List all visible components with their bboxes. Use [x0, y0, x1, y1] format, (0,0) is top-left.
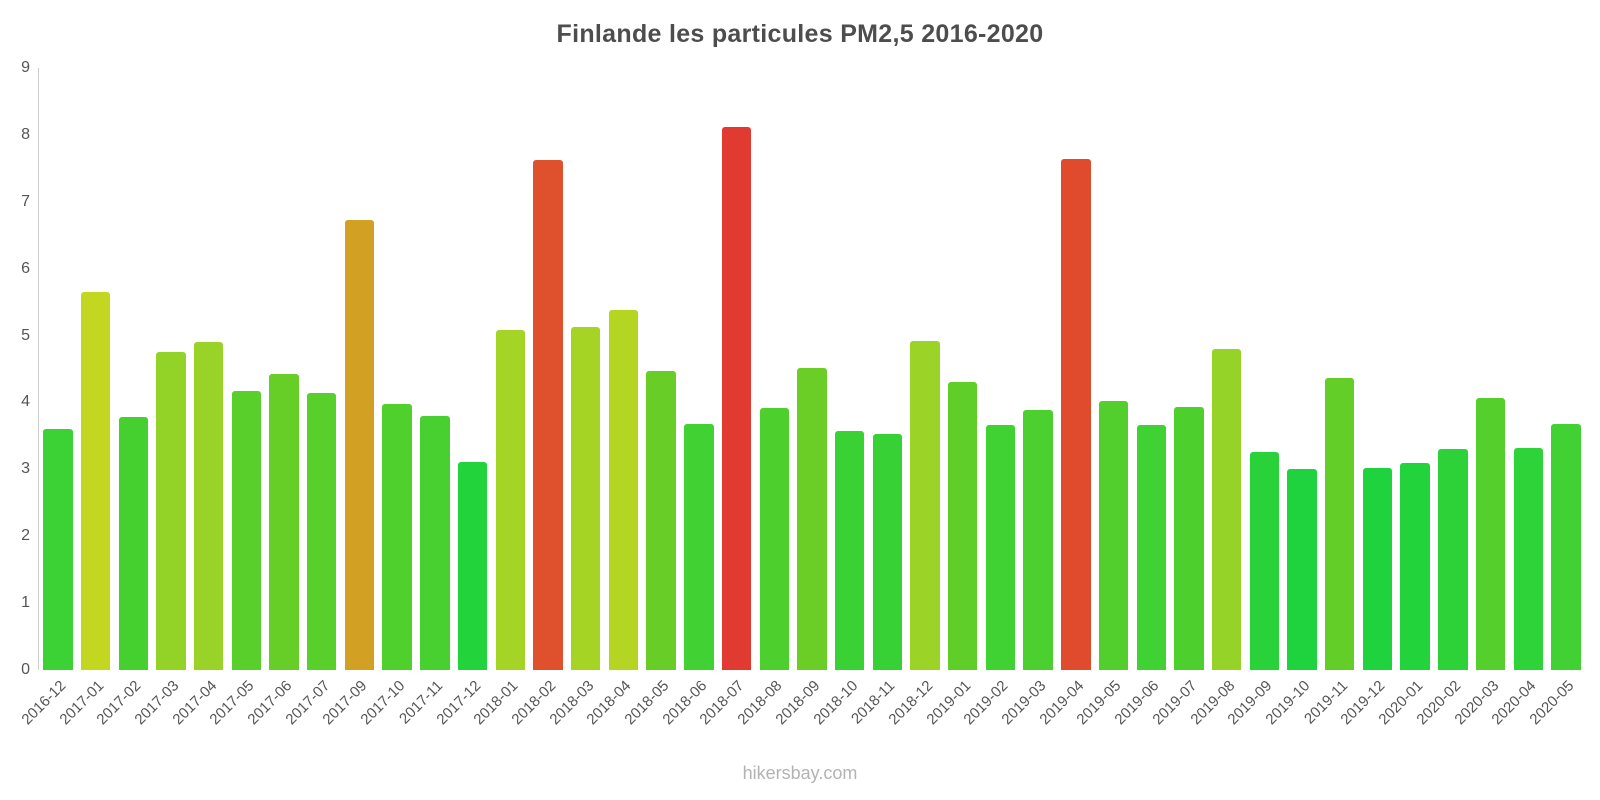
bar-slot: 2020-01 — [1376, 68, 1434, 728]
bar-2017-01[interactable] — [80, 292, 111, 670]
bar-2017-03[interactable] — [156, 352, 186, 670]
bar-2018-08[interactable] — [759, 407, 789, 670]
bar-2020-01[interactable] — [1400, 463, 1430, 670]
y-tick-label: 1 — [21, 594, 30, 612]
y-tick-label: 9 — [21, 59, 30, 76]
bar-slot: 2018-08 — [735, 68, 793, 728]
bar-slot: 2018-04 — [584, 68, 643, 728]
bar-2019-10[interactable] — [1287, 469, 1317, 670]
bar-slot: 2017-11 — [396, 68, 454, 727]
bar-2019-01[interactable] — [948, 382, 978, 670]
bar-slot: 2019-01 — [923, 68, 982, 728]
bar-2016-12[interactable] — [43, 429, 73, 670]
bar-2018-04[interactable] — [608, 310, 639, 670]
bar-slot: 2019-06 — [1112, 68, 1170, 728]
bars-area: 2016-12 2017-01 2017-02 2017-03 2017-04 2017-… — [18, 68, 1585, 728]
bar-2018-05[interactable] — [646, 371, 676, 670]
y-tick-label: 4 — [21, 393, 30, 411]
bar-slot: 2020-02 — [1413, 68, 1472, 728]
bar-slot: 2019-02 — [961, 68, 1020, 728]
bar-2018-03[interactable] — [570, 326, 601, 670]
bar-2018-01[interactable] — [495, 330, 525, 670]
bar-2018-11[interactable] — [872, 433, 903, 670]
bar-slot: 2019-05 — [1074, 68, 1133, 728]
bar-slot: 2018-05 — [621, 68, 680, 728]
bar-2017-04[interactable] — [193, 342, 224, 670]
bar-2019-05[interactable] — [1098, 401, 1129, 670]
bar-2017-02[interactable] — [118, 417, 148, 670]
chart-title: Finlande les particules PM2,5 2016-2020 — [556, 20, 1044, 48]
y-tick-label: 7 — [21, 192, 30, 210]
bar-slot: 2018-12 — [885, 68, 944, 728]
y-axis: 0 1 2 3 4 5 6 7 8 9 — [8, 59, 38, 678]
bar-2019-12[interactable] — [1362, 468, 1393, 670]
watermark-link[interactable]: hikersbay.com — [742, 763, 858, 783]
bar-slot: 2019-10 — [1262, 68, 1321, 728]
bar-slot: 2019-12 — [1338, 68, 1397, 728]
bar-slot: 2017-09 — [320, 68, 379, 728]
bar-2018-06[interactable] — [684, 423, 714, 670]
bar-2018-07[interactable] — [721, 126, 752, 670]
bar-slot: 2017-12 — [433, 68, 492, 728]
bar-slot: 2018-01 — [471, 68, 529, 728]
bar-slot: 2019-03 — [998, 68, 1057, 728]
bar-2019-08[interactable] — [1211, 348, 1242, 670]
bar-slot: 2017-07 — [282, 68, 341, 728]
bar-2020-03[interactable] — [1475, 397, 1506, 670]
bar-2020-05[interactable] — [1551, 423, 1581, 670]
y-tick-label: 6 — [21, 259, 30, 277]
bar-slot: 2019-04 — [1036, 68, 1095, 728]
y-tick-label: 3 — [21, 460, 30, 478]
bar-2019-11[interactable] — [1325, 377, 1355, 670]
bar-2018-02[interactable] — [533, 160, 563, 670]
bar-2019-04[interactable] — [1061, 158, 1091, 670]
bar-2018-09[interactable] — [797, 368, 827, 670]
bar-2017-12[interactable] — [457, 461, 488, 670]
bar-2017-11[interactable] — [420, 415, 450, 670]
bar-slot: 2018-03 — [546, 68, 605, 728]
y-tick-label: 2 — [21, 527, 30, 545]
bar-2017-06[interactable] — [269, 374, 299, 670]
y-tick-label: 5 — [21, 326, 30, 344]
bar-2017-09[interactable] — [344, 219, 375, 670]
bar-slot: 2017-02 — [94, 68, 152, 728]
bar-slot: 2017-04 — [169, 68, 228, 728]
bar-slot: 2019-09 — [1225, 68, 1284, 728]
bar-2017-10[interactable] — [382, 403, 412, 670]
bar-slot: 2017-01 — [56, 68, 115, 728]
bar-slot: 2017-10 — [358, 68, 416, 728]
bar-2017-05[interactable] — [231, 391, 262, 670]
bar-slot: 2018-02 — [508, 68, 567, 728]
bar-slot: 2020-05 — [1526, 68, 1585, 728]
bar-slot: 2019-11 — [1301, 68, 1359, 727]
bar-slot: 2018-10 — [810, 68, 869, 728]
bar-2019-07[interactable] — [1174, 407, 1204, 670]
y-tick-label: 0 — [21, 661, 30, 678]
bar-slot: 2019-07 — [1149, 68, 1208, 728]
bar-slot: 2017-03 — [131, 68, 190, 728]
bar-slot: 2017-05 — [207, 68, 266, 728]
bar-slot: 2020-04 — [1489, 68, 1547, 728]
bar-2020-04[interactable] — [1513, 447, 1543, 670]
bar-2020-02[interactable] — [1438, 449, 1468, 670]
bar-2019-02[interactable] — [985, 425, 1016, 670]
bar-2019-09[interactable] — [1249, 451, 1280, 670]
bar-slot: 2018-06 — [659, 68, 718, 728]
bar-slot: 2018-11 — [848, 68, 906, 727]
bar-2019-06[interactable] — [1136, 425, 1166, 670]
bar-2019-03[interactable] — [1023, 409, 1053, 670]
bar-slot: 2018-07 — [697, 68, 756, 728]
y-tick-label: 8 — [21, 125, 30, 143]
bar-slot: 2018-09 — [772, 68, 831, 728]
bar-2018-12[interactable] — [910, 340, 940, 670]
bar-2018-10[interactable] — [834, 431, 865, 670]
bar-slot: 2016-12 — [18, 68, 77, 728]
bar-2017-07[interactable] — [307, 393, 337, 670]
bar-slot: 2019-08 — [1187, 68, 1246, 728]
bar-slot: 2020-03 — [1451, 68, 1510, 728]
bar-slot: 2017-06 — [244, 68, 303, 728]
